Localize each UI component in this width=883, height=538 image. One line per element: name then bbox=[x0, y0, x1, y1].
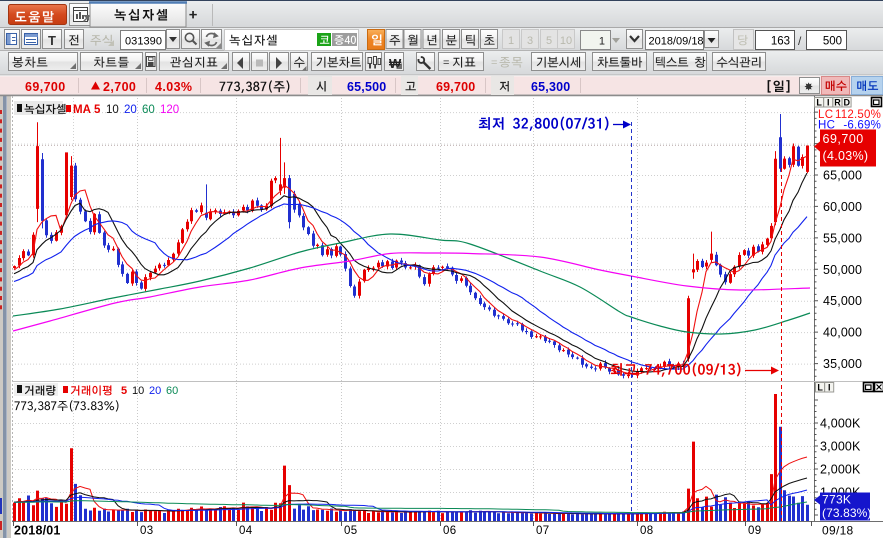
svg-text:(73.83%): (73.83%) bbox=[822, 506, 872, 520]
svg-text:MA: MA bbox=[73, 104, 91, 116]
svg-text:5: 5 bbox=[94, 104, 101, 116]
svg-text:=: = bbox=[491, 57, 497, 69]
svg-text:1: 1 bbox=[599, 36, 605, 48]
svg-text:5: 5 bbox=[121, 385, 127, 397]
svg-text:✸: ✸ bbox=[804, 82, 813, 94]
svg-text:55,000: 55,000 bbox=[823, 231, 862, 245]
svg-text:5: 5 bbox=[546, 35, 552, 47]
svg-text:I: I bbox=[828, 383, 831, 393]
svg-text:65,300: 65,300 bbox=[531, 80, 570, 94]
svg-text:60: 60 bbox=[166, 385, 178, 397]
svg-text:07: 07 bbox=[536, 525, 549, 537]
svg-text:2,000K: 2,000K bbox=[820, 463, 861, 477]
svg-text:60: 60 bbox=[142, 104, 155, 116]
svg-text:4,000K: 4,000K bbox=[820, 417, 861, 431]
svg-text:05: 05 bbox=[344, 525, 357, 537]
svg-text:20: 20 bbox=[124, 104, 137, 116]
svg-text:20: 20 bbox=[149, 385, 161, 397]
svg-text:35,000: 35,000 bbox=[823, 357, 862, 371]
svg-text:T: T bbox=[48, 33, 56, 48]
svg-text:-6.69%: -6.69% bbox=[843, 120, 881, 132]
svg-text:LC: LC bbox=[818, 109, 833, 121]
svg-text:69,700: 69,700 bbox=[25, 80, 66, 94]
svg-text:69,700: 69,700 bbox=[436, 80, 475, 94]
svg-text:3,000K: 3,000K bbox=[820, 440, 861, 454]
svg-text:112.50%: 112.50% bbox=[835, 109, 881, 121]
svg-text:60,000: 60,000 bbox=[823, 200, 862, 214]
svg-text:69,700: 69,700 bbox=[823, 132, 864, 146]
svg-text:031390: 031390 bbox=[125, 36, 162, 48]
svg-text:773K: 773K bbox=[822, 493, 851, 507]
svg-text:10: 10 bbox=[106, 104, 119, 116]
svg-text:04: 04 bbox=[239, 525, 253, 537]
svg-text:45,000: 45,000 bbox=[823, 294, 862, 308]
svg-text:D: D bbox=[843, 98, 850, 108]
svg-text:(4.03%): (4.03%) bbox=[823, 149, 869, 163]
svg-text:/: / bbox=[798, 34, 802, 48]
svg-text:10: 10 bbox=[132, 385, 144, 397]
svg-text:2018/09/18: 2018/09/18 bbox=[649, 36, 704, 48]
svg-text:120: 120 bbox=[160, 104, 179, 116]
svg-text:L: L bbox=[816, 98, 822, 108]
svg-text:1: 1 bbox=[508, 35, 514, 47]
svg-text:65,000: 65,000 bbox=[823, 169, 862, 183]
svg-text:06: 06 bbox=[443, 525, 456, 537]
svg-text:163: 163 bbox=[771, 36, 790, 48]
svg-text:4.03%: 4.03% bbox=[155, 80, 192, 94]
svg-text:3: 3 bbox=[527, 35, 533, 47]
svg-text:09: 09 bbox=[748, 525, 761, 537]
svg-text:10: 10 bbox=[560, 35, 572, 47]
svg-text:09/18: 09/18 bbox=[822, 524, 854, 538]
svg-text:R: R bbox=[834, 98, 841, 108]
svg-text:08: 08 bbox=[640, 525, 653, 537]
svg-text:2,700: 2,700 bbox=[103, 80, 136, 94]
svg-text:50,000: 50,000 bbox=[823, 263, 862, 277]
svg-text:L: L bbox=[817, 383, 823, 393]
svg-text:03: 03 bbox=[140, 525, 153, 537]
svg-text:=: = bbox=[443, 57, 449, 69]
svg-text:40,000: 40,000 bbox=[823, 326, 862, 340]
svg-text:HC: HC bbox=[818, 120, 835, 132]
svg-text:500: 500 bbox=[823, 36, 842, 48]
svg-text:I: I bbox=[827, 98, 830, 108]
svg-text:65,500: 65,500 bbox=[347, 80, 386, 94]
svg-text:2018/01: 2018/01 bbox=[14, 524, 61, 538]
